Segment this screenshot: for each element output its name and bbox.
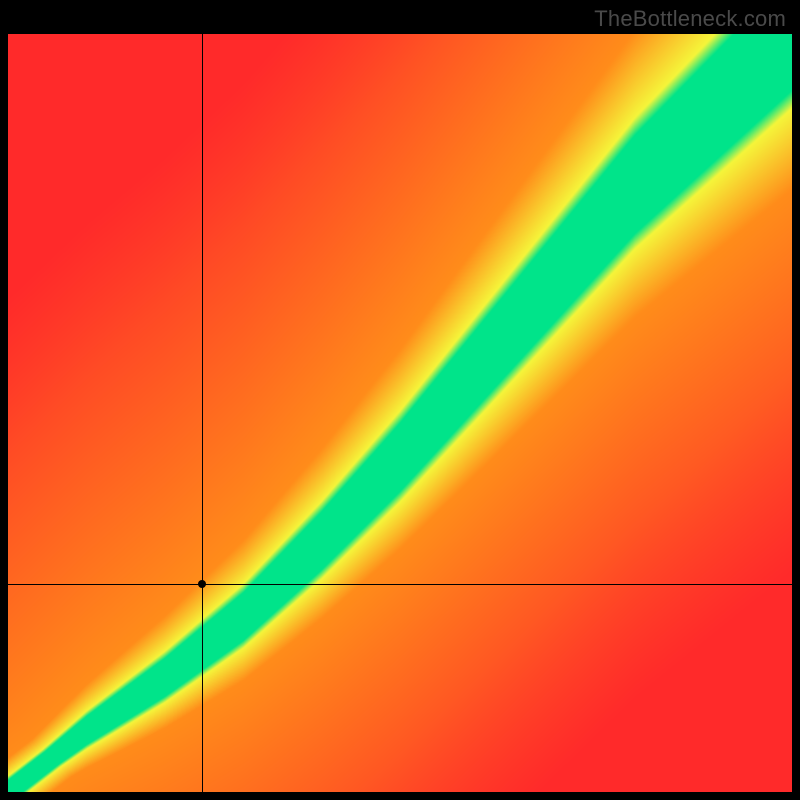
marker-dot bbox=[198, 580, 206, 588]
watermark-text: TheBottleneck.com bbox=[594, 6, 786, 32]
plot-area bbox=[8, 34, 792, 792]
heatmap-canvas bbox=[8, 34, 792, 792]
crosshair-horizontal bbox=[8, 584, 792, 585]
crosshair-vertical bbox=[202, 34, 203, 792]
chart-container: TheBottleneck.com bbox=[0, 0, 800, 800]
